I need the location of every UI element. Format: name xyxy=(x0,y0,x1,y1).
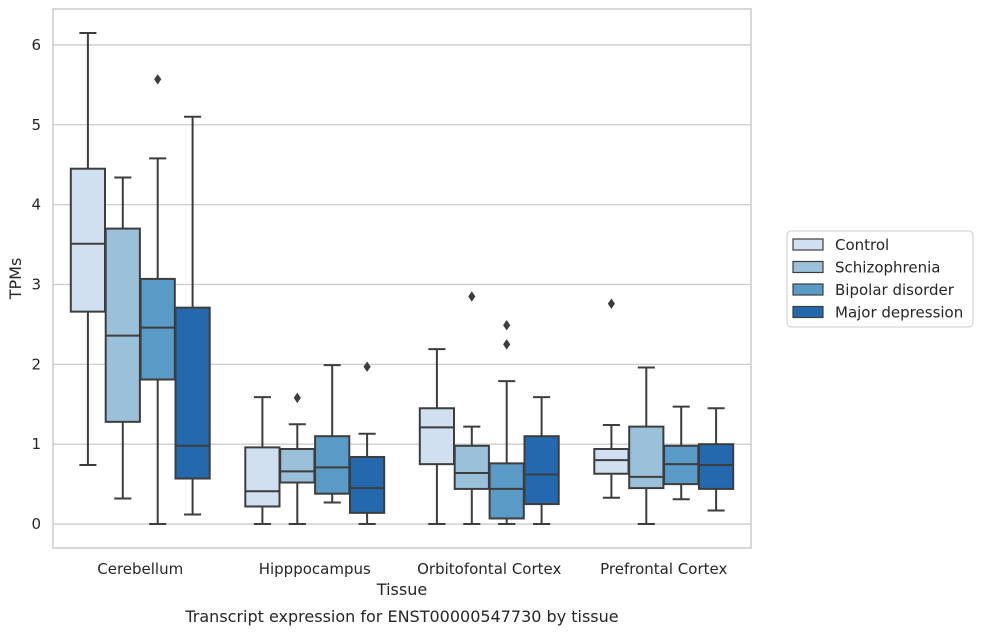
legend-swatch xyxy=(792,238,824,251)
iqr-box xyxy=(453,444,490,490)
legend-frame xyxy=(786,230,974,328)
x-tick-label: Cerebellum xyxy=(97,560,183,578)
box-major-depression xyxy=(697,407,735,512)
outlier-point xyxy=(293,392,301,404)
iqr-box xyxy=(418,407,456,466)
box-bipolar-disorder xyxy=(663,405,700,501)
iqr-box xyxy=(244,446,281,508)
iqr-box xyxy=(628,425,665,490)
y-tick-label: 2 xyxy=(31,355,41,373)
iqr-box xyxy=(314,435,351,495)
legend-swatch xyxy=(792,305,824,319)
outlier-point xyxy=(503,339,511,350)
y-tick-label: 4 xyxy=(31,196,41,214)
chart-caption: Transcript expression for ENST0000054773… xyxy=(184,607,618,626)
iqr-box xyxy=(348,455,386,514)
legend-swatch xyxy=(792,260,824,274)
outlier-point xyxy=(363,361,371,372)
x-tick-label: Prefrontal Cortex xyxy=(600,560,727,578)
box-control xyxy=(593,298,630,499)
x-tick-label: Orbitofontal Cortex xyxy=(417,560,561,578)
y-tick-label: 6 xyxy=(31,36,41,54)
iqr-box xyxy=(69,167,107,313)
outlier-point xyxy=(503,320,511,331)
x-tick-label: Hipppocampus xyxy=(259,560,371,578)
y-tick-label: 5 xyxy=(31,116,41,134)
legend-label: Major depression xyxy=(835,304,963,322)
y-tick-label: 1 xyxy=(31,435,41,453)
box-bipolar-disorder xyxy=(139,74,176,526)
box-major-depression xyxy=(348,361,386,526)
iqr-box xyxy=(488,462,525,520)
iqr-box xyxy=(104,227,141,423)
box-control xyxy=(418,348,456,526)
boxes xyxy=(69,31,735,526)
y-axis-ticks: 0 1 2 3 4 5 6 xyxy=(31,36,41,533)
box-control xyxy=(244,396,281,526)
outlier-point xyxy=(154,74,162,85)
iqr-box xyxy=(593,447,630,475)
box-schizophrenia xyxy=(453,291,490,526)
outlier-point xyxy=(607,298,615,309)
box-control xyxy=(69,31,107,466)
outlier-point xyxy=(468,291,476,302)
y-tick-label: 0 xyxy=(31,515,41,533)
legend-label: Bipolar disorder xyxy=(835,281,955,299)
legend-swatch xyxy=(792,283,824,296)
x-axis-label: Tissue xyxy=(376,580,427,599)
iqr-box xyxy=(279,447,316,484)
box-bipolar-disorder xyxy=(314,364,351,504)
box-schizophrenia xyxy=(279,392,316,526)
box-bipolar-disorder xyxy=(488,320,525,526)
legend: Control Schizophrenia Bipolar disorder Majo… xyxy=(786,230,974,328)
x-axis-ticks: Cerebellum Hipppocampus Orbitofontal Corte… xyxy=(97,560,727,578)
y-tick-label: 3 xyxy=(31,275,41,293)
iqr-box xyxy=(139,277,176,381)
y-axis-label: TPMs xyxy=(6,258,25,301)
plot-area-frame xyxy=(52,8,752,549)
legend-label: Control xyxy=(835,236,889,254)
box-major-depression xyxy=(523,396,560,526)
legend-label: Schizophrenia xyxy=(835,259,940,277)
iqr-box xyxy=(697,443,735,490)
box-schizophrenia xyxy=(628,366,665,526)
iqr-box xyxy=(523,435,560,506)
iqr-box xyxy=(174,306,211,480)
box-major-depression xyxy=(174,115,211,516)
box-schizophrenia xyxy=(104,176,141,500)
